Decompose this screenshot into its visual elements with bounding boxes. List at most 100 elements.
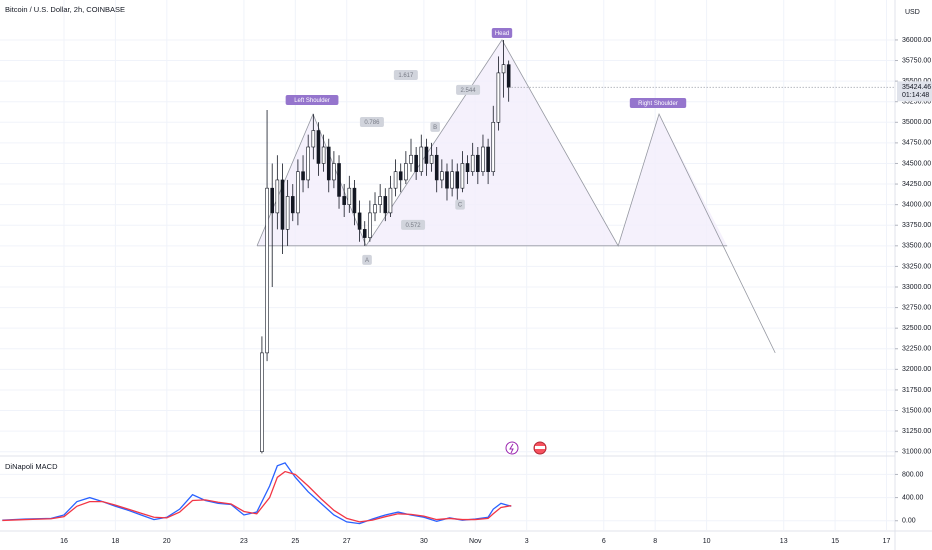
y-tick-label: 31000.00 [902,449,931,456]
x-tick-label: 13 [780,538,788,545]
x-tick-label: 25 [291,538,299,545]
annotation-box [456,84,481,95]
candle-body [260,352,264,453]
y-tick-label: 34000.00 [902,201,931,208]
candle-body [470,154,475,173]
candle-body [368,212,372,238]
y-tick-label: 34500.00 [902,160,931,167]
y-tick-label: 35750.00 [902,57,931,64]
candle-body [285,196,290,230]
x-tick-label: 30 [420,538,428,545]
candle-body [404,163,408,181]
candle-body [383,196,388,214]
x-tick-label: 16 [60,538,68,545]
candle-body [301,171,305,181]
annotation-box [455,199,465,210]
y-tick-label: 32750.00 [902,304,931,311]
annotation-box [362,254,372,265]
candle-body [332,163,336,181]
y-tick-label: 32250.00 [902,346,931,353]
y-tick-label: 31250.00 [902,428,931,435]
candle-body [270,187,275,214]
annotation-box [393,69,418,80]
candle-body [434,154,439,181]
y-tick-label: 400.00 [902,494,924,501]
y-tick-label: 32000.00 [902,366,931,373]
candle-body [316,130,321,164]
countdown-label: 01:14:48 [902,92,929,99]
candle-body [290,196,295,214]
candle-body [445,171,449,189]
candle-body [393,171,398,189]
candle-body [321,146,326,164]
candle-body [337,163,341,197]
x-tick-label: 15 [831,538,839,545]
plot: Left Shoulder Head Right Shoulder 0.786 1.61… [2,27,895,525]
y-tick-label: 32500.00 [902,325,931,332]
annotation-box [430,121,440,132]
candle-body [275,179,280,214]
candle-body [409,154,413,164]
candle-body [326,146,331,181]
annotation-label: 0.786 [364,120,380,126]
candle-body [347,187,352,205]
candle-body [440,171,444,181]
x-tick-label: 3 [525,538,529,545]
candle-body [496,72,501,123]
x-tick-label: 27 [343,538,351,545]
candle-body [280,179,285,230]
annotation-box [401,219,426,230]
candle-body [362,229,367,238]
candle-body [486,146,490,173]
candle-body [450,171,454,189]
y-tick-label: 33500.00 [902,243,931,250]
annotation-label: Head [495,31,509,37]
annotation-label: 2.544 [461,88,477,94]
candle-body [306,146,310,181]
candle-body [352,187,357,214]
x-tick-label: 6 [602,538,606,545]
last-price-box [897,81,932,102]
candle-body [388,187,393,214]
y-tick-label: 35000.00 [902,119,931,126]
x-tick-label: 23 [240,538,248,545]
currency: USD [905,9,920,16]
bolt-icon [509,443,514,454]
x-tick-label: 17 [883,538,891,545]
candle-body [460,163,465,189]
annotation-box [359,116,384,127]
candle-body [311,130,316,148]
annotation-label: C [458,203,463,209]
annotation-label: 0.572 [406,223,422,229]
y-tick-label: 800.00 [902,471,924,478]
x-tick-label: 18 [112,538,120,545]
candle-body [414,154,418,173]
event-icon[interactable] [505,441,519,455]
candle-body [424,146,429,164]
candle-body [373,204,377,214]
x-tick-label: 10 [703,538,711,545]
candle-body [265,187,269,354]
flag-stripe [535,446,545,449]
candle-body [476,154,480,173]
candle-body [455,171,460,189]
macd-line [2,462,512,525]
annotation-box [491,27,513,38]
candle-body [357,212,362,230]
chart-title: Bitcoin / U.S. Dollar, 2h, COINBASE [5,5,125,14]
indicator-title: DiNapoli MACD [5,462,58,471]
candle-body [398,171,403,181]
y-tick-label: 34250.00 [902,181,931,188]
candle-body [296,171,300,214]
candle-body [342,196,346,205]
candle-body [465,163,470,173]
y-tick-label: 33000.00 [902,284,931,291]
annotation-box [285,95,339,106]
x-tick-label: Nov [469,538,482,545]
candle-body [419,146,424,173]
y-tick-label: 31500.00 [902,407,931,414]
macd-line [2,470,512,523]
candle-body [378,196,382,205]
